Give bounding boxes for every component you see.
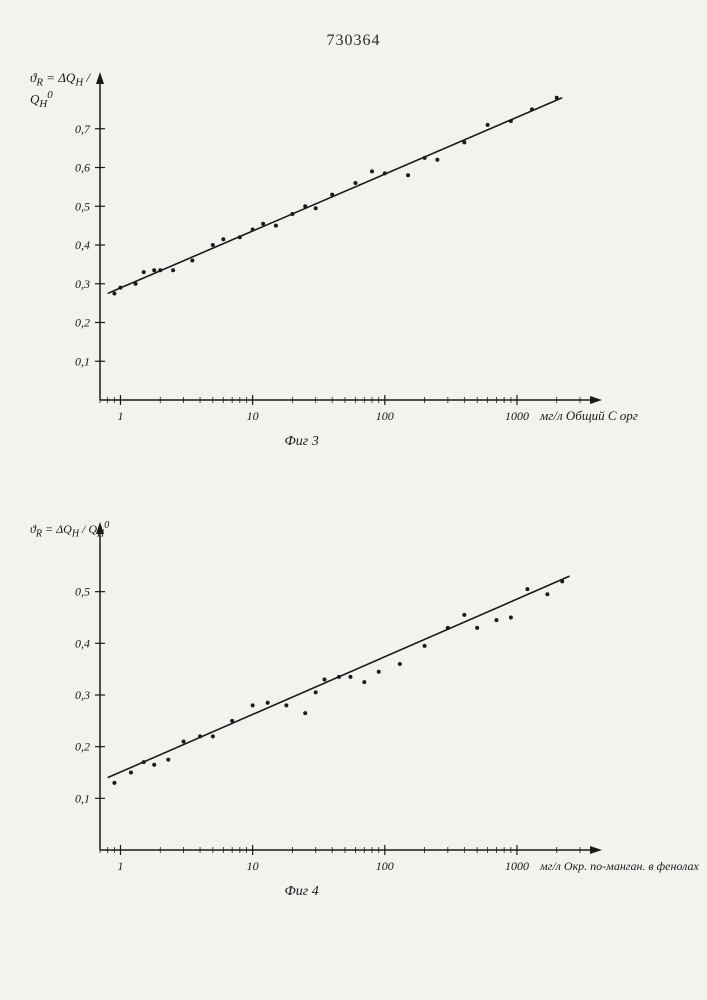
data-point bbox=[129, 771, 133, 775]
data-point bbox=[266, 701, 270, 705]
svg-text:0,2: 0,2 bbox=[75, 316, 90, 330]
data-point bbox=[330, 193, 334, 197]
data-point bbox=[238, 235, 242, 239]
document-number: 730364 bbox=[327, 32, 381, 50]
data-point bbox=[182, 740, 186, 744]
svg-text:1: 1 bbox=[117, 409, 123, 423]
data-point bbox=[303, 204, 307, 208]
data-point bbox=[406, 173, 410, 177]
svg-text:0,1: 0,1 bbox=[75, 791, 90, 805]
svg-text:0,4: 0,4 bbox=[75, 636, 90, 650]
svg-text:0,3: 0,3 bbox=[75, 688, 90, 702]
data-point bbox=[446, 626, 450, 630]
data-point bbox=[494, 618, 498, 622]
data-point bbox=[112, 781, 116, 785]
data-point bbox=[314, 690, 318, 694]
data-point bbox=[314, 206, 318, 210]
data-point bbox=[362, 680, 366, 684]
data-point bbox=[353, 181, 357, 185]
svg-text:0,3: 0,3 bbox=[75, 277, 90, 291]
svg-text:1000: 1000 bbox=[505, 859, 529, 873]
chart-caption: Фиг 4 bbox=[284, 884, 318, 899]
data-point bbox=[398, 662, 402, 666]
data-point bbox=[261, 222, 265, 226]
svg-text:10: 10 bbox=[247, 409, 259, 423]
svg-text:100: 100 bbox=[376, 409, 394, 423]
data-point bbox=[555, 96, 559, 100]
page: 730364 0,1 0,2 0,3 0,4 0,5 0,6 0,7 1 10 100 1000 Фи… bbox=[0, 0, 707, 1000]
data-point bbox=[423, 156, 427, 160]
data-point bbox=[337, 675, 341, 679]
svg-text:0,5: 0,5 bbox=[75, 199, 90, 213]
svg-text:0,1: 0,1 bbox=[75, 354, 90, 368]
y-axis-label: ϑR = ΔQH / QH0 bbox=[30, 520, 110, 539]
data-point bbox=[134, 282, 138, 286]
data-point bbox=[158, 268, 162, 272]
svg-text:1: 1 bbox=[117, 859, 123, 873]
y-axis-label: ϑR = ΔQH / QH0 bbox=[30, 70, 110, 110]
data-point bbox=[530, 107, 534, 111]
svg-text:0,4: 0,4 bbox=[75, 238, 90, 252]
data-point bbox=[323, 678, 327, 682]
data-point bbox=[284, 703, 288, 707]
svg-text:0,2: 0,2 bbox=[75, 740, 90, 754]
data-point bbox=[509, 119, 513, 123]
x-axis-label: мг/л Общий С орг bbox=[539, 408, 638, 423]
data-point bbox=[112, 291, 116, 295]
data-point bbox=[190, 259, 194, 263]
data-point bbox=[142, 270, 146, 274]
data-point bbox=[251, 703, 255, 707]
data-point bbox=[118, 286, 122, 290]
svg-text:0,5: 0,5 bbox=[75, 585, 90, 599]
data-point bbox=[230, 719, 234, 723]
data-point bbox=[462, 613, 466, 617]
data-point bbox=[509, 616, 513, 620]
data-point bbox=[545, 592, 549, 596]
chart-caption: Фиг 3 bbox=[284, 434, 318, 449]
data-point bbox=[486, 123, 490, 127]
data-point bbox=[435, 158, 439, 162]
fit-line bbox=[108, 576, 570, 778]
data-point bbox=[423, 644, 427, 648]
svg-text:0,7: 0,7 bbox=[75, 122, 91, 136]
data-point bbox=[560, 579, 564, 583]
svg-text:100: 100 bbox=[376, 859, 394, 873]
data-point bbox=[462, 140, 466, 144]
data-point bbox=[303, 711, 307, 715]
data-point bbox=[251, 228, 255, 232]
data-point bbox=[475, 626, 479, 630]
data-point bbox=[171, 268, 175, 272]
data-point bbox=[211, 243, 215, 247]
data-point bbox=[525, 587, 529, 591]
svg-text:1000: 1000 bbox=[505, 409, 529, 423]
data-point bbox=[142, 760, 146, 764]
svg-text:0,6: 0,6 bbox=[75, 161, 90, 175]
data-point bbox=[383, 171, 387, 175]
svg-text:10: 10 bbox=[247, 859, 259, 873]
data-point bbox=[211, 734, 215, 738]
data-point bbox=[198, 734, 202, 738]
data-point bbox=[377, 670, 381, 674]
data-point bbox=[274, 224, 278, 228]
data-point bbox=[348, 675, 352, 679]
data-point bbox=[166, 758, 170, 762]
data-point bbox=[370, 169, 374, 173]
data-point bbox=[221, 237, 225, 241]
data-point bbox=[152, 763, 156, 767]
data-point bbox=[152, 268, 156, 272]
data-point bbox=[290, 212, 294, 216]
fit-line bbox=[108, 98, 563, 294]
x-axis-label: мг/л Окр. по-манган. в фенолах bbox=[539, 859, 700, 873]
